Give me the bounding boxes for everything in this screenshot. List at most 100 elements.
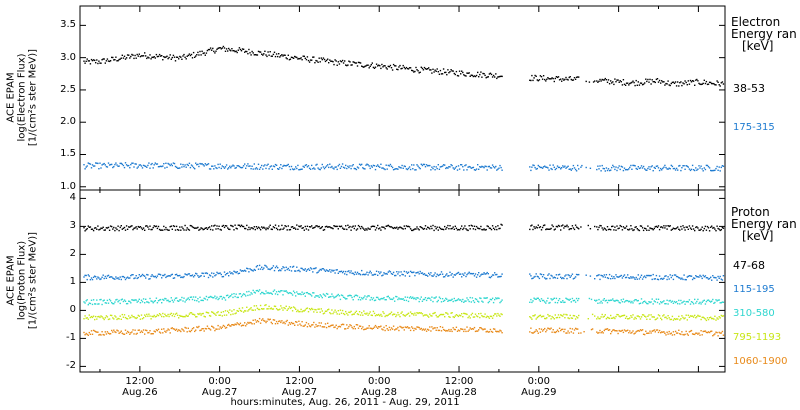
data-point [92,329,95,332]
electron-ytick-label: 3.5 [60,19,76,31]
data-point [400,226,402,229]
data-point [207,227,210,229]
data-point [220,273,222,276]
data-point [400,271,402,273]
data-point [205,52,208,54]
data-point [201,272,203,274]
data-point [204,227,206,229]
data-point [629,82,631,85]
data-point [173,225,176,228]
data-point [356,313,359,315]
data-point [648,229,650,231]
data-point [607,277,610,280]
data-point [185,229,187,231]
data-point [679,82,681,84]
data-point [298,225,300,227]
data-point [253,54,255,56]
data-point [202,164,204,166]
data-point [104,62,106,64]
data-point [716,80,718,82]
data-point [104,275,106,278]
data-point [301,168,303,170]
data-point [605,328,608,330]
data-point [115,276,117,278]
data-point [254,292,256,294]
data-point [103,334,105,336]
data-point [431,296,433,298]
data-point [154,300,156,302]
data-point [572,278,575,280]
data-point [254,228,256,231]
data-point [108,298,111,301]
proton-ytick-label: 0 [69,304,76,316]
data-point [449,225,451,227]
data-point [364,328,366,330]
data-point [698,229,700,231]
data-point [323,269,326,271]
data-point [429,313,431,315]
data-point [461,225,463,227]
data-point [572,332,575,334]
data-point [631,81,633,84]
data-point [97,303,99,305]
data-point [616,313,618,316]
data-point [597,228,599,231]
data-point [389,64,392,67]
data-point [601,331,603,333]
data-point [299,310,301,313]
data-point [399,166,401,169]
data-point [204,327,206,330]
data-point [484,165,486,167]
data-point [231,48,233,50]
data-point [589,228,592,230]
data-point [499,75,501,78]
data-point [317,167,319,169]
data-point [422,298,425,301]
data-point [442,276,445,278]
data-point [353,313,355,315]
data-point [664,303,666,305]
data-point [181,58,183,60]
data-point [336,64,338,66]
data-point [241,166,244,169]
data-point [463,312,465,315]
data-point [272,290,275,293]
data-point [656,278,659,280]
data-point [157,55,160,58]
data-point [658,275,661,277]
data-point [274,305,277,308]
data-point [88,226,90,228]
data-point [358,273,361,275]
data-point [619,330,621,332]
data-point [198,301,200,303]
data-point [604,170,606,172]
data-point [705,229,708,231]
data-point [479,166,481,168]
data-point [651,79,653,81]
data-point [109,314,112,316]
data-point [227,168,229,170]
data-point [186,55,188,57]
data-point [645,276,647,279]
data-point [299,168,301,171]
data-point [573,277,576,279]
data-point [538,165,541,168]
data-point [565,313,567,316]
data-point [678,228,680,230]
data-point [262,308,264,310]
data-point [722,83,725,85]
data-point [409,329,412,332]
data-point [638,278,641,280]
data-point [161,165,163,168]
data-point [677,81,679,83]
data-point [545,317,547,320]
data-point [601,227,603,229]
data-point [380,67,382,70]
data-point [146,329,148,332]
data-point [119,276,121,278]
data-point [650,83,652,85]
data-point [406,272,409,274]
data-point [442,68,445,70]
data-point [123,55,126,57]
data-point [132,329,134,331]
